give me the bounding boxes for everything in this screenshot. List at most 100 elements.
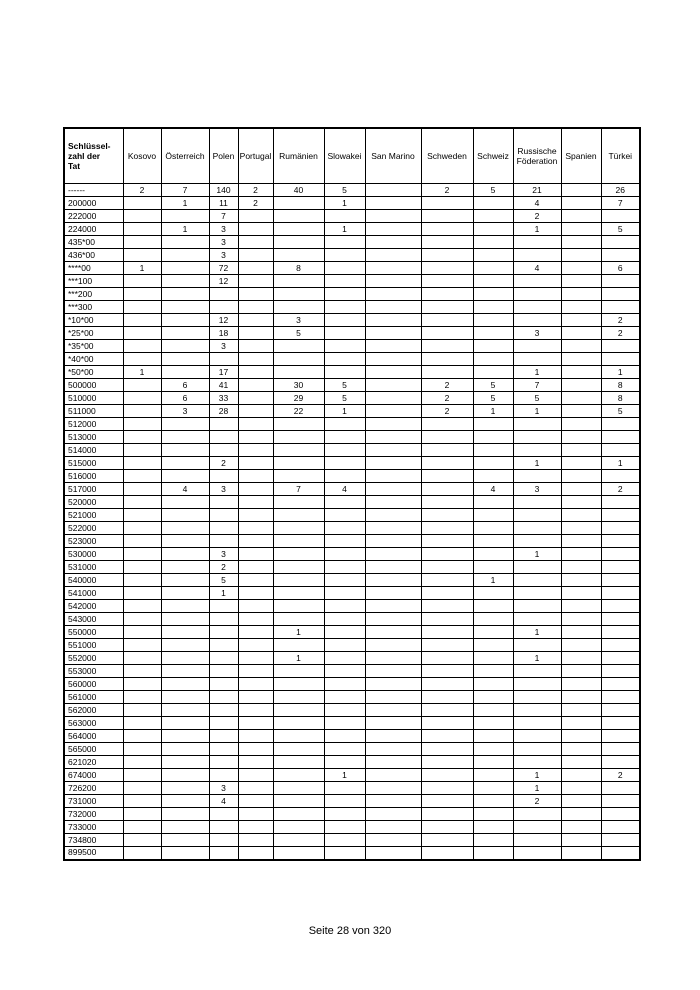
value-cell — [512, 677, 562, 691]
value-cell — [512, 508, 562, 522]
value-cell: 1 — [512, 456, 562, 470]
value-cell — [323, 534, 366, 548]
value-cell — [237, 625, 274, 639]
value-cell: 5 — [208, 573, 239, 587]
value-cell — [472, 430, 514, 444]
value-cell: 5 — [600, 404, 641, 418]
row-label-cell: 513000 — [63, 430, 124, 444]
value-cell — [472, 209, 514, 223]
value-cell — [420, 352, 474, 366]
value-cell — [600, 339, 641, 353]
row-label-cell: 500000 — [63, 378, 124, 392]
table-row: 513000 — [63, 430, 641, 444]
value-cell — [323, 313, 366, 327]
table-row: 511000 3 28 22 1 2 1 1 5 — [63, 404, 641, 418]
table-row: 520000 — [63, 495, 641, 509]
value-cell — [323, 326, 366, 340]
value-cell — [472, 742, 514, 756]
value-cell — [160, 833, 210, 847]
value-cell — [122, 404, 162, 418]
value-cell — [237, 807, 274, 821]
value-cell — [560, 521, 602, 535]
header-row: Schlüssel- zahl der Tat Kosovo Österreich P… — [63, 127, 641, 184]
value-cell — [160, 352, 210, 366]
value-cell — [560, 456, 602, 470]
value-cell — [122, 196, 162, 210]
value-cell — [420, 274, 474, 288]
value-cell — [600, 716, 641, 730]
value-cell: 4 — [512, 196, 562, 210]
value-cell — [323, 495, 366, 509]
value-cell: 1 — [323, 196, 366, 210]
value-cell — [512, 612, 562, 626]
value-cell: 1 — [472, 404, 514, 418]
value-cell: 2 — [600, 482, 641, 496]
value-cell — [323, 820, 366, 834]
value-cell — [323, 235, 366, 249]
value-cell — [472, 274, 514, 288]
table-row: 551000 — [63, 638, 641, 652]
value-cell — [237, 248, 274, 262]
value-cell: 3 — [272, 313, 325, 327]
value-cell — [560, 352, 602, 366]
value-cell — [560, 742, 602, 756]
value-cell — [237, 339, 274, 353]
value-cell — [272, 456, 325, 470]
value-cell — [122, 274, 162, 288]
value-cell — [272, 729, 325, 743]
value-cell — [364, 729, 422, 743]
value-cell — [208, 417, 239, 431]
value-cell — [323, 456, 366, 470]
value-cell — [122, 794, 162, 808]
row-label-cell: ***100 — [63, 274, 124, 288]
value-cell — [420, 326, 474, 340]
value-cell — [122, 820, 162, 834]
value-cell — [472, 508, 514, 522]
value-cell — [364, 755, 422, 769]
value-cell — [272, 794, 325, 808]
value-cell — [122, 443, 162, 457]
value-cell — [364, 742, 422, 756]
value-cell — [560, 209, 602, 223]
value-cell — [600, 651, 641, 665]
value-cell — [160, 820, 210, 834]
value-cell — [512, 703, 562, 717]
table-row: 531000 2 — [63, 560, 641, 574]
value-cell — [160, 209, 210, 223]
value-cell — [512, 573, 562, 587]
value-cell: 2 — [122, 183, 162, 197]
value-cell — [208, 846, 239, 860]
table-row: 733000 — [63, 820, 641, 834]
row-label-cell: 564000 — [63, 729, 124, 743]
value-cell — [364, 469, 422, 483]
row-label-cell: *50*00 — [63, 365, 124, 379]
value-cell — [472, 235, 514, 249]
value-cell — [272, 833, 325, 847]
value-cell — [472, 365, 514, 379]
value-cell — [364, 612, 422, 626]
value-cell — [272, 248, 325, 262]
value-cell — [560, 443, 602, 457]
value-cell — [323, 651, 366, 665]
value-cell: 6 — [160, 378, 210, 392]
value-cell — [160, 417, 210, 431]
value-cell — [160, 807, 210, 821]
value-cell — [160, 313, 210, 327]
value-cell — [272, 365, 325, 379]
value-cell — [208, 469, 239, 483]
value-cell: 2 — [420, 391, 474, 405]
value-cell: 1 — [208, 586, 239, 600]
value-cell — [420, 456, 474, 470]
value-cell — [472, 222, 514, 236]
value-cell — [323, 755, 366, 769]
table-row: *50*00 1 17 1 1 — [63, 365, 641, 379]
value-cell — [272, 820, 325, 834]
table-row: 530000 3 1 — [63, 547, 641, 561]
value-cell — [560, 378, 602, 392]
value-cell — [122, 651, 162, 665]
table-row: 731000 4 2 — [63, 794, 641, 808]
column-header: Türkei — [600, 127, 641, 184]
statistics-table: Schlüssel- zahl der Tat Kosovo Österreich P… — [63, 127, 641, 861]
value-cell — [272, 560, 325, 574]
value-cell — [420, 300, 474, 314]
